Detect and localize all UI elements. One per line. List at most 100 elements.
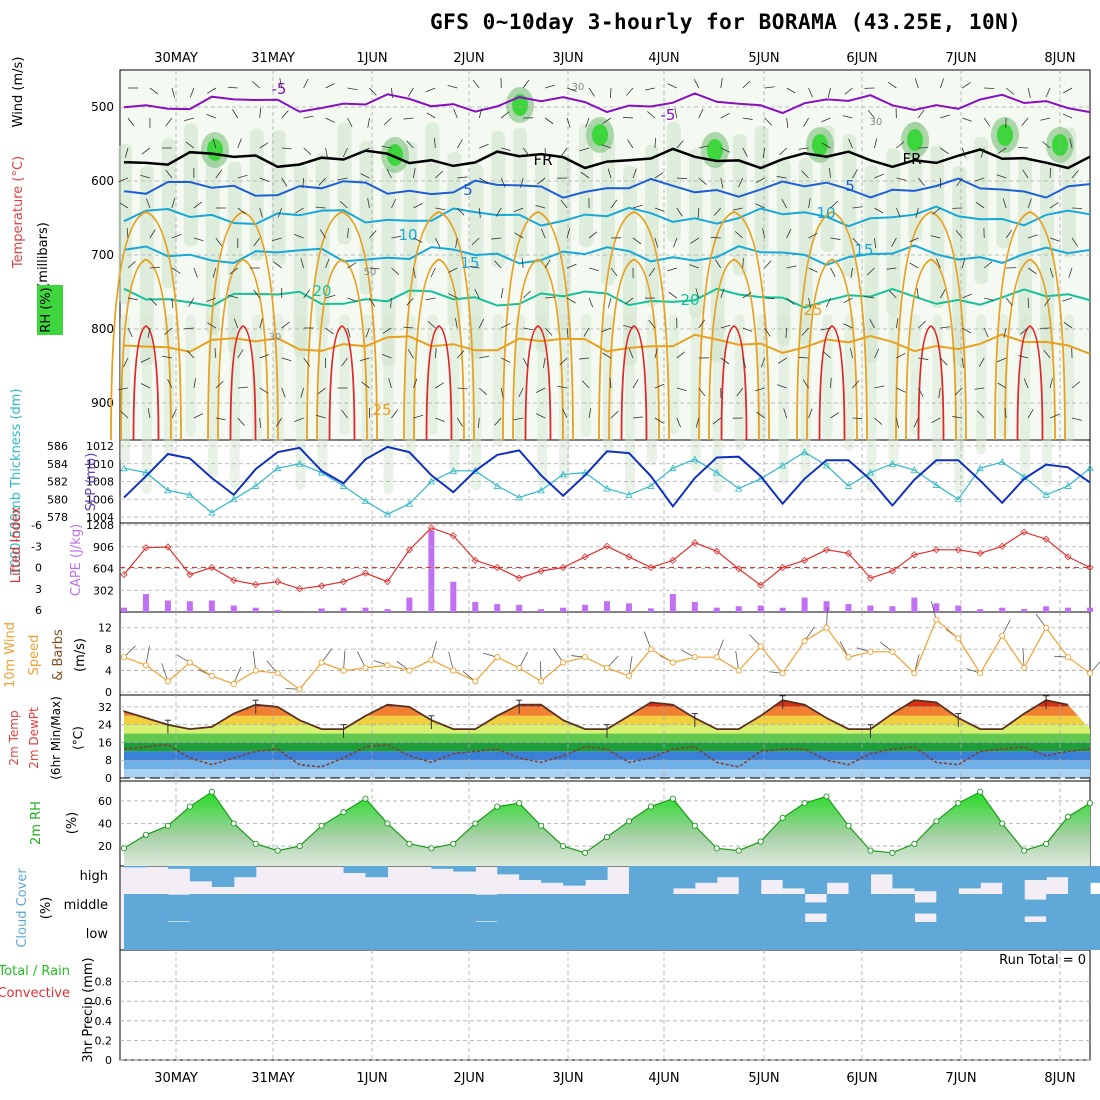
wind-barb xyxy=(435,170,443,179)
isotherm-loop xyxy=(120,258,172,441)
lifted-index-line-point xyxy=(603,542,611,550)
wind-barb xyxy=(588,408,592,419)
wind-barb xyxy=(518,387,524,398)
wind-barb xyxy=(1049,202,1059,209)
lifted-index-line-point xyxy=(976,549,984,557)
lifted-index-line-point xyxy=(493,563,501,572)
wind-barb xyxy=(607,168,612,179)
y-tick-wind: 0 xyxy=(105,686,112,699)
cloud-bar xyxy=(650,894,674,922)
lifted-index-line-point xyxy=(142,544,150,552)
wind-barb xyxy=(183,327,194,330)
wind-barb xyxy=(303,147,312,155)
wind-barb xyxy=(447,85,458,89)
rh-shading-patch xyxy=(339,314,350,436)
wind-barb xyxy=(889,290,897,299)
wind-barb xyxy=(1062,297,1073,302)
rh-shading-patch xyxy=(537,314,548,488)
wind-barb xyxy=(545,296,556,299)
wind-barb xyxy=(521,258,524,269)
date-label-top: 1JUN xyxy=(356,51,387,66)
isotherm-loop xyxy=(524,324,552,441)
isotherm-loop xyxy=(512,258,564,441)
wind-barb xyxy=(697,207,700,219)
wind-barb xyxy=(983,261,993,269)
wind-barb xyxy=(520,177,524,188)
thickness-line-point xyxy=(735,484,743,492)
wind-barb xyxy=(1002,198,1007,209)
wind-barb xyxy=(693,78,700,89)
wind-speed-line-point xyxy=(867,648,874,655)
side-label-wind: Wind (m/s) xyxy=(11,57,26,128)
thickness-line-point xyxy=(625,490,633,498)
wind-barb xyxy=(742,117,753,120)
rh-shading-patch xyxy=(425,122,440,244)
wind-speed-line-point xyxy=(603,664,611,671)
wind-barb xyxy=(382,327,392,334)
wind-barb xyxy=(1042,141,1051,149)
wind-barb xyxy=(185,141,195,149)
wind-barb xyxy=(347,327,351,338)
wind-barb xyxy=(186,350,195,359)
cape-bar xyxy=(318,608,325,612)
wind-barb xyxy=(654,237,659,248)
wind-barb xyxy=(365,327,370,338)
cape-bar xyxy=(494,604,501,612)
wind-barb xyxy=(303,115,314,119)
isotherm-line xyxy=(123,205,1091,228)
wind-speed-line-point xyxy=(625,672,633,679)
cloud-bar xyxy=(848,922,872,950)
wind-barb xyxy=(720,324,731,329)
cape-bar xyxy=(889,606,896,612)
cloud-bar xyxy=(365,894,389,922)
wind-barb xyxy=(1049,167,1052,179)
wind-speed-line-point xyxy=(1021,664,1028,671)
contour-label: 5 xyxy=(845,177,855,195)
thickness-line-point xyxy=(449,467,457,474)
wind-barb xyxy=(676,387,687,391)
wind-barb xyxy=(1043,349,1051,359)
y-axis-label-cloud: Cloud Cover xyxy=(15,868,30,948)
wind-barb xyxy=(522,357,529,368)
wind-barb xyxy=(369,267,380,270)
cape-bar xyxy=(801,597,808,612)
wind-barb xyxy=(874,207,884,214)
wind-barb xyxy=(126,228,129,239)
wind-barb xyxy=(560,199,568,209)
lifted-index-line-point xyxy=(1020,528,1028,536)
wind-speed-line-point xyxy=(933,616,940,623)
wind-barb xyxy=(341,409,348,419)
rh-shading-patch xyxy=(1040,160,1055,352)
wind-barb xyxy=(188,297,195,307)
rh-line-point xyxy=(384,820,391,827)
cloud-bar xyxy=(343,922,367,950)
wind-barb xyxy=(500,387,504,398)
wind-barb xyxy=(341,357,348,367)
y-tick-temp: 32 xyxy=(98,701,112,714)
wind-barb xyxy=(1027,267,1037,275)
y-tick-pressure: 600 xyxy=(91,174,114,188)
cloud-bar xyxy=(870,922,894,950)
rh-shading-patch xyxy=(249,128,264,261)
wind-barb xyxy=(277,207,283,218)
wind-barb xyxy=(654,172,664,179)
rh-shading-patch xyxy=(910,314,921,435)
wind-barb xyxy=(1022,169,1029,179)
contour-label: 10 xyxy=(398,226,417,244)
cloud-bar xyxy=(914,922,937,950)
wind-barb xyxy=(214,348,217,359)
wind-barb xyxy=(756,411,765,419)
lifted-index-line-point xyxy=(888,567,896,575)
cape-bar xyxy=(999,607,1006,612)
thickness-line-point xyxy=(713,468,721,476)
lifted-index-line-point xyxy=(1064,553,1072,561)
wind-barb xyxy=(495,207,502,217)
cloud-bar xyxy=(1090,922,1100,950)
contour-label: 25 xyxy=(372,401,391,419)
wind-barb xyxy=(140,357,151,363)
surface-wind-barb xyxy=(430,641,437,660)
wind-barb xyxy=(978,357,985,367)
wind-barb xyxy=(361,381,370,389)
date-label-bottom: 7JUN xyxy=(945,1071,976,1086)
cloud-bar xyxy=(716,894,740,922)
